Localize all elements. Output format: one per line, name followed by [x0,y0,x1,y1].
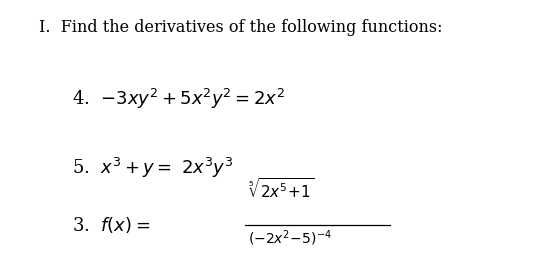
Text: 5.  $x^3 + y = \ 2x^3 y^3$: 5. $x^3 + y = \ 2x^3 y^3$ [72,156,233,180]
Text: $(-2x^2\!-\!5)^{-4}$: $(-2x^2\!-\!5)^{-4}$ [248,229,332,248]
Text: I.  Find the derivatives of the following functions:: I. Find the derivatives of the following… [39,19,442,36]
Text: 4.  $-3xy^2 + 5x^2y^2 = 2x^2$: 4. $-3xy^2 + 5x^2y^2 = 2x^2$ [72,87,286,111]
Text: $\sqrt[5]{2x^5\!+\!1}$: $\sqrt[5]{2x^5\!+\!1}$ [248,177,314,201]
Text: 3.  $f(x) = $: 3. $f(x) = $ [72,215,151,235]
